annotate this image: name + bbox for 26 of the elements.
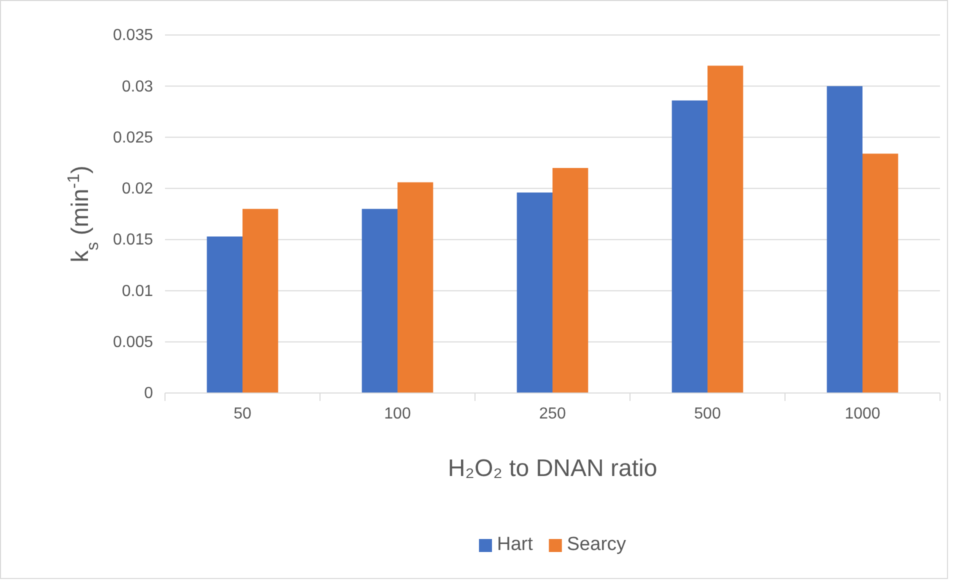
- bar: [398, 182, 434, 393]
- bar: [206, 236, 242, 393]
- bar: [516, 192, 552, 393]
- y-tick-label: 0: [144, 385, 154, 402]
- bar: [362, 208, 398, 393]
- legend-label: Hart: [496, 534, 534, 555]
- x-tick-label: 1000: [844, 405, 880, 422]
- bar: [242, 208, 278, 393]
- bar: [826, 86, 862, 393]
- y-tick-label: 0.01: [122, 282, 154, 300]
- bar: [862, 154, 898, 393]
- legend-label: Searcy: [566, 534, 627, 555]
- y-tick-label: 0.035: [112, 27, 154, 44]
- x-tick-label: 250: [539, 405, 566, 422]
- y-tick-label: 0.03: [122, 78, 154, 96]
- x-tick-label: 50: [234, 405, 252, 422]
- y-tick-label: 0.025: [112, 129, 154, 146]
- x-axis-title: H₂O₂ to DNAN ratio: [448, 455, 658, 482]
- x-tick-label: 500: [694, 405, 721, 422]
- bar: [708, 66, 744, 393]
- y-tick-label: 0.005: [112, 334, 154, 351]
- y-tick-label: 0.015: [112, 232, 154, 249]
- bar: [552, 168, 588, 393]
- x-tick-label: 100: [384, 405, 411, 422]
- y-tick-label: 0.02: [122, 180, 154, 198]
- bar: [672, 100, 708, 393]
